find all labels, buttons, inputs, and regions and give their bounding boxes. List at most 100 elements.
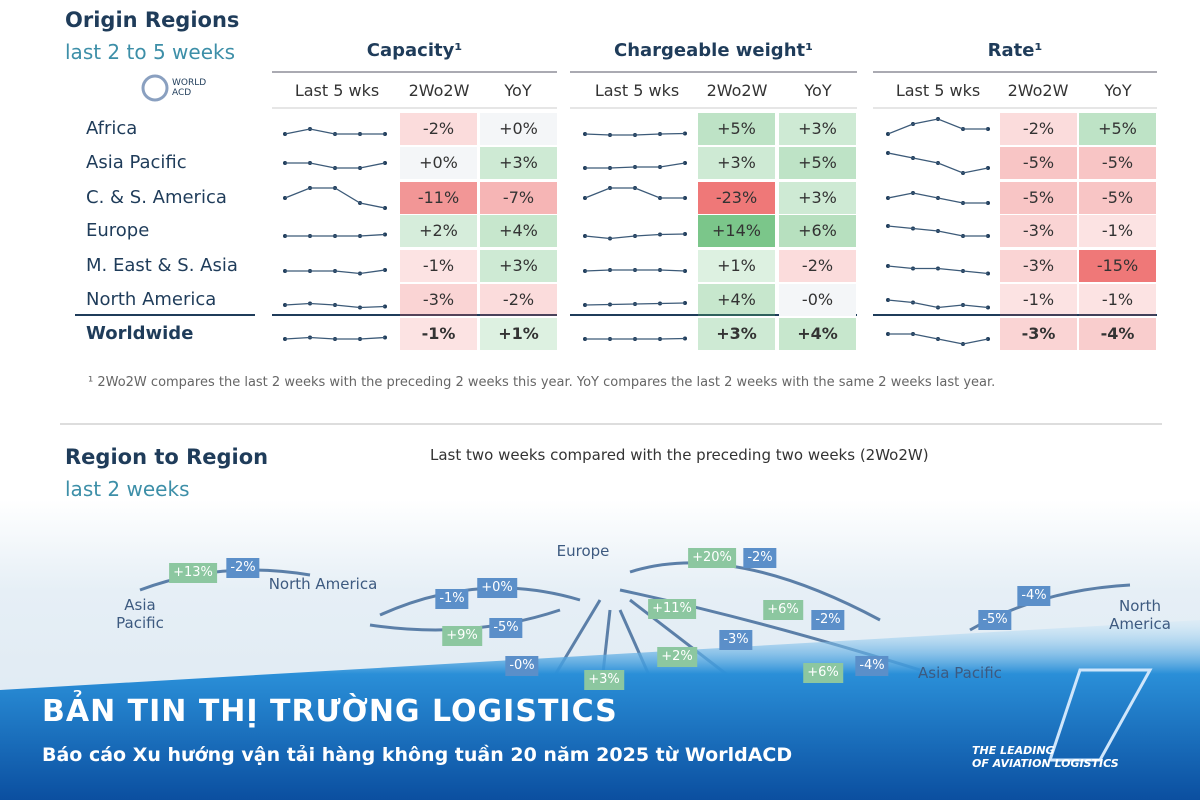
value-cell: -4% xyxy=(1079,318,1156,350)
column-header: 2Wo2W xyxy=(408,81,470,100)
sparkline xyxy=(584,302,686,306)
map-title: Region to Region xyxy=(65,445,269,469)
value-cell: -3% xyxy=(400,284,477,316)
sparkline xyxy=(585,162,686,169)
footnote: ¹ 2Wo2W compares the last 2 weeks with t… xyxy=(88,375,996,390)
map-badge: +2% xyxy=(657,647,697,667)
value-cell: -7% xyxy=(480,182,557,214)
value-cell: +4% xyxy=(779,318,856,350)
map-region-label: North America xyxy=(1109,597,1171,633)
value-cell: +0% xyxy=(400,147,477,179)
value-cell: -1% xyxy=(1079,284,1156,316)
logo-line: WORLD xyxy=(172,78,207,88)
value-cell: +2% xyxy=(400,215,477,247)
sparkline xyxy=(887,192,988,204)
brand-mark xyxy=(1047,668,1153,762)
value-cell: -1% xyxy=(1000,284,1077,316)
value-cell: +4% xyxy=(698,284,775,316)
value-cell: -3% xyxy=(1000,215,1077,247)
region-label: Worldwide xyxy=(86,323,194,344)
map-region-label: North America xyxy=(268,575,378,593)
region-label: M. East & S. Asia xyxy=(86,255,238,276)
map-badge: -5% xyxy=(489,618,523,638)
value-cell: +5% xyxy=(1079,113,1156,145)
tagline-line: THE LEADING xyxy=(972,744,1055,757)
region-label: Asia Pacific xyxy=(86,152,187,173)
value-cell: -5% xyxy=(1079,182,1156,214)
map-badge: +20% xyxy=(688,548,736,568)
sparkline xyxy=(585,337,686,340)
value-cell: -15% xyxy=(1079,250,1156,282)
value-cell: -1% xyxy=(1079,215,1156,247)
subtitle: last 2 to 5 weeks xyxy=(65,40,235,64)
map-region-label: Asia Pacific xyxy=(918,664,1002,682)
sparkline xyxy=(888,333,989,345)
region-label: Africa xyxy=(86,118,138,139)
sparkline xyxy=(285,162,386,169)
value-cell: +1% xyxy=(480,318,557,350)
value-cell: -3% xyxy=(1000,250,1077,282)
column-header: Last 5 wks xyxy=(594,81,680,100)
map-region-label: Europe xyxy=(556,542,610,560)
sparkline xyxy=(284,128,385,135)
value-cell: +14% xyxy=(698,215,775,247)
value-cell: -1% xyxy=(400,250,477,282)
map-badge: +3% xyxy=(584,670,624,690)
logo-icon xyxy=(141,74,169,102)
value-cell: +3% xyxy=(698,318,775,350)
sparkline xyxy=(285,269,386,275)
column-header: YoY xyxy=(504,81,532,100)
value-cell: +1% xyxy=(698,250,775,282)
group-title: Capacity¹ xyxy=(366,40,463,61)
map-badge: -3% xyxy=(719,630,753,650)
map-badge: -5% xyxy=(978,610,1012,630)
value-cell: +3% xyxy=(480,250,557,282)
map-badge: +6% xyxy=(803,663,843,683)
value-cell: -5% xyxy=(1000,147,1077,179)
group-title: Chargeable weight¹ xyxy=(613,40,813,61)
value-cell: -5% xyxy=(1079,147,1156,179)
value-cell: -1% xyxy=(400,318,477,350)
column-header: 2Wo2W xyxy=(706,81,768,100)
sparkline xyxy=(887,118,988,135)
banner-subtitle: Báo cáo Xu hướng vận tải hàng không tuần… xyxy=(42,744,793,766)
region-label: North America xyxy=(86,289,217,310)
map-region-label: Asia Pacific xyxy=(116,596,164,632)
map-badge: +13% xyxy=(169,563,217,583)
value-cell: +6% xyxy=(779,215,856,247)
value-cell: -23% xyxy=(698,182,775,214)
value-cell: -3% xyxy=(1000,318,1077,350)
logo-line: ACD xyxy=(172,88,192,98)
sparkline xyxy=(584,132,686,136)
value-cell: -2% xyxy=(1000,113,1077,145)
map-badge: +11% xyxy=(648,599,696,619)
sparkline xyxy=(584,233,686,240)
value-cell: +3% xyxy=(698,147,775,179)
banner-shape xyxy=(0,620,1200,800)
value-cell: +3% xyxy=(480,147,557,179)
banner-title: BẢN TIN THỊ TRƯỜNG LOGISTICS xyxy=(42,694,618,729)
map-badge: +0% xyxy=(477,578,517,598)
map-subtitle: last 2 weeks xyxy=(65,477,190,501)
sparkline xyxy=(887,225,988,237)
sparkline xyxy=(584,187,685,199)
logo-text: WORLD ACD xyxy=(172,78,206,98)
map-badge: -2% xyxy=(811,610,845,630)
sparkline xyxy=(887,299,989,309)
sparkline xyxy=(584,269,686,272)
sparkline xyxy=(285,233,386,237)
title: Origin Regions xyxy=(65,8,240,32)
value-cell: -2% xyxy=(480,284,557,316)
sparkline xyxy=(284,336,386,340)
value-cell: +3% xyxy=(779,182,856,214)
map-badge: +9% xyxy=(442,626,482,646)
sparkline xyxy=(284,302,386,309)
value-cell: -5% xyxy=(1000,182,1077,214)
map-badge: -4% xyxy=(855,656,889,676)
map-badge: +6% xyxy=(763,600,803,620)
value-cell: -2% xyxy=(779,250,856,282)
value-cell: -2% xyxy=(400,113,477,145)
value-cell: +5% xyxy=(698,113,775,145)
